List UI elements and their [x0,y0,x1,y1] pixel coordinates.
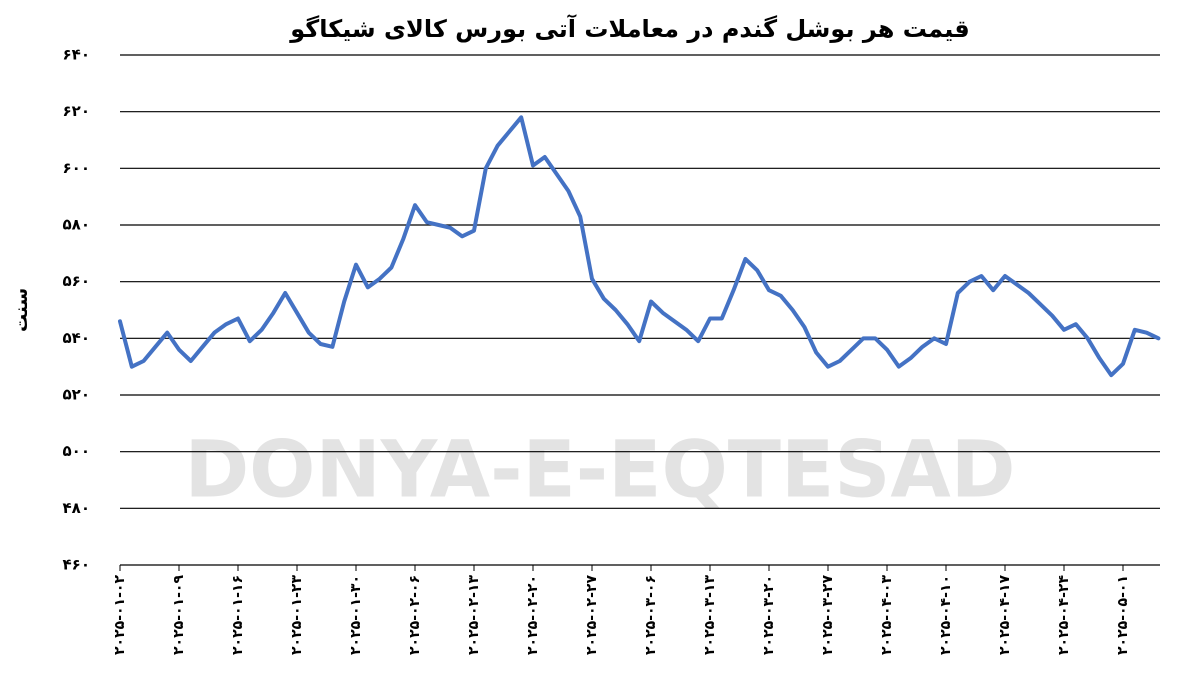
y-tick-label: ۵۸۰ [63,216,90,234]
y-tick-label: ۵۴۰ [63,329,90,347]
x-tick-label: ۲۰۲۵-۰۵-۰۱ [1115,575,1131,655]
x-tick-label: ۲۰۲۵-۰۳-۲۷ [820,575,836,655]
x-tick-label: ۲۰۲۵-۰۲-۰۶ [407,575,423,655]
x-tick-label: ۲۰۲۵-۰۱-۱۶ [230,575,246,655]
y-tick-label: ۶۲۰ [63,102,90,120]
y-tick-label: ۵۶۰ [63,272,90,290]
x-tick-label: ۲۰۲۵-۰۱-۲۳ [289,575,305,655]
x-tick-label: ۲۰۲۵-۰۴-۰۳ [879,575,895,655]
x-tick-label: ۲۰۲۵-۰۳-۰۶ [643,575,659,655]
chart-title: قیمت هر بوشل گندم در معاملات آتی بورس کا… [289,14,970,43]
x-tick-label: ۲۰۲۵-۰۳-۱۳ [702,575,718,655]
y-axis-label: سنت [11,288,32,332]
x-tick-label: ۲۰۲۵-۰۲-۱۳ [466,575,482,655]
x-tick-label: ۲۰۲۵-۰۴-۱۰ [938,575,954,655]
x-tick-label: ۲۰۲۵-۰۱-۰۹ [171,575,187,655]
x-tick-label: ۲۰۲۵-۰۴-۲۴ [1056,575,1072,655]
y-tick-label: ۶۰۰ [63,159,90,177]
x-tick-label: ۲۰۲۵-۰۲-۲۰ [525,575,541,655]
line [118,115,1161,378]
y-tick-label: ۵۰۰ [63,442,90,460]
y-tick-label: ۴۶۰ [63,556,90,574]
x-tick-label: ۲۰۲۵-۰۴-۱۷ [997,575,1013,655]
watermark: DONYA-E-EQTESAD [184,425,1015,515]
y-tick-label: ۶۴۰ [63,46,90,64]
x-tick-label: ۲۰۲۵-۰۳-۲۰ [761,575,777,655]
x-tick-label: ۲۰۲۵-۰۱-۳۰ [348,575,364,655]
y-tick-label: ۵۲۰ [63,386,90,404]
y-tick-label: ۴۸۰ [63,499,90,517]
x-tick-label: ۲۰۲۵-۰۱-۰۲ [112,575,128,655]
x-tick-label: ۲۰۲۵-۰۲-۲۷ [584,575,600,655]
